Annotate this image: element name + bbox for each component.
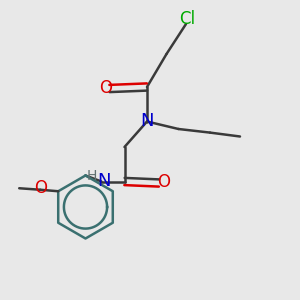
Text: H: H: [87, 169, 97, 182]
Text: N: N: [141, 112, 154, 130]
Text: O: O: [34, 179, 47, 197]
Text: O: O: [99, 79, 112, 97]
Text: Cl: Cl: [179, 11, 196, 28]
Text: O: O: [157, 173, 170, 191]
Text: N: N: [97, 172, 111, 190]
